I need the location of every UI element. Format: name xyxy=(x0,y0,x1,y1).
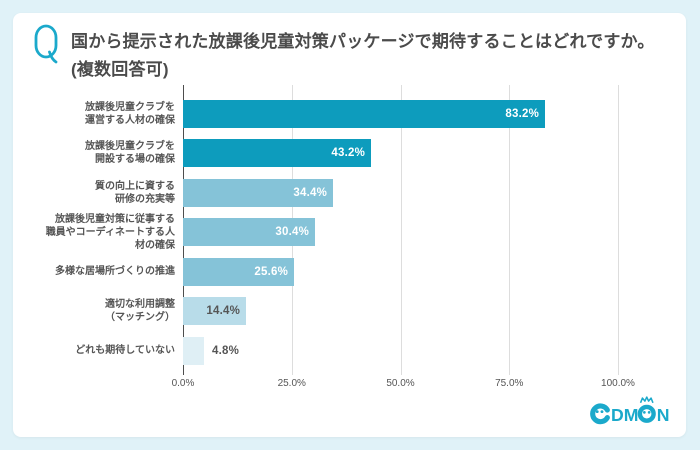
category-label: 放課後児童クラブを 開設する場の確保 xyxy=(85,141,175,166)
x-tick-label: 0.0% xyxy=(171,378,195,389)
bar-row: 放課後児童クラブを 開設する場の確保 43.2% xyxy=(13,134,663,174)
question-q-icon xyxy=(34,24,60,69)
bar-row: 多様な居場所づくりの推進 25.6% xyxy=(13,252,663,292)
x-tick-label: 75.0% xyxy=(495,378,524,389)
bar-track: 34.4% xyxy=(183,178,663,207)
bar-row: 質の向上に資する 研修の充実等 34.4% xyxy=(13,173,663,213)
bar: 43.2% xyxy=(183,139,371,168)
category-label: どれも期待していない xyxy=(75,345,175,357)
bar xyxy=(183,336,204,365)
bar-track: 43.2% xyxy=(183,139,663,168)
bar-row: どれも期待していない 4.8% xyxy=(13,331,663,371)
gridline xyxy=(400,85,402,375)
bar-track: 14.4% xyxy=(183,297,663,326)
question-title: 国から提示された放課後児童対策パッケージで期待することはどれですか。 (複数回答… xyxy=(71,28,677,84)
category-label: 多様な居場所づくりの推進 xyxy=(55,266,175,278)
bar-row: 適切な利用調整 （マッチング） 14.4% xyxy=(13,292,663,332)
codmon-letter-n: N xyxy=(657,405,670,425)
bar-row: 放課後児童対策に従事する 職員やコーディネートする人 材の確保 30.4% xyxy=(13,213,663,253)
chart-rows: 放課後児童クラブを 運営する人材の確保 83.2% 放課後児童クラブを 開設する場の… xyxy=(13,94,663,371)
bar-row: 放課後児童クラブを 運営する人材の確保 83.2% xyxy=(13,94,663,134)
value-label: 34.4% xyxy=(293,186,327,199)
bar: 34.4% xyxy=(183,178,333,207)
value-label: 25.6% xyxy=(254,265,288,278)
bar: 83.2% xyxy=(183,99,545,128)
question-title-line2: (複数回答可) xyxy=(71,60,169,79)
x-tick-label: 50.0% xyxy=(386,378,415,389)
bar: 30.4% xyxy=(183,218,315,247)
codmon-c-face-icon xyxy=(590,403,610,425)
x-axis-ticks: 0.0% 25.0% 50.0% 75.0% 100.0% xyxy=(13,378,686,392)
bar-track: 30.4% xyxy=(183,218,663,247)
bar: 14.4% xyxy=(183,297,246,326)
value-label: 83.2% xyxy=(505,107,539,120)
category-label: 放課後児童対策に従事する 職員やコーディネートする人 材の確保 xyxy=(45,213,175,251)
gridline xyxy=(618,85,619,375)
x-tick-label: 100.0% xyxy=(601,378,635,389)
codmon-o-face-icon xyxy=(637,396,656,423)
value-label: 14.4% xyxy=(206,305,240,318)
category-label: 質の向上に資する 研修の充実等 xyxy=(95,180,175,205)
codmon-logo: DM N xyxy=(589,394,673,426)
value-label: 43.2% xyxy=(331,147,365,160)
bar: 25.6% xyxy=(183,257,294,286)
question-title-line1: 国から提示された放課後児童対策パッケージで期待することはどれですか。 xyxy=(71,32,655,51)
bar-track: 83.2% xyxy=(183,99,663,128)
bar-track: 4.8% xyxy=(183,336,663,365)
bar-track: 25.6% xyxy=(183,257,663,286)
category-label: 適切な利用調整 （マッチング） xyxy=(105,299,175,324)
x-tick-label: 25.0% xyxy=(277,378,306,389)
gridline xyxy=(509,85,511,375)
category-label: 放課後児童クラブを 運営する人材の確保 xyxy=(85,101,175,126)
codmon-letters-dm: DM xyxy=(611,405,638,425)
value-label: 4.8% xyxy=(212,344,240,357)
value-label: 30.4% xyxy=(275,226,309,239)
survey-result-card: 国から提示された放課後児童対策パッケージで期待することはどれですか。 (複数回答… xyxy=(13,13,686,437)
